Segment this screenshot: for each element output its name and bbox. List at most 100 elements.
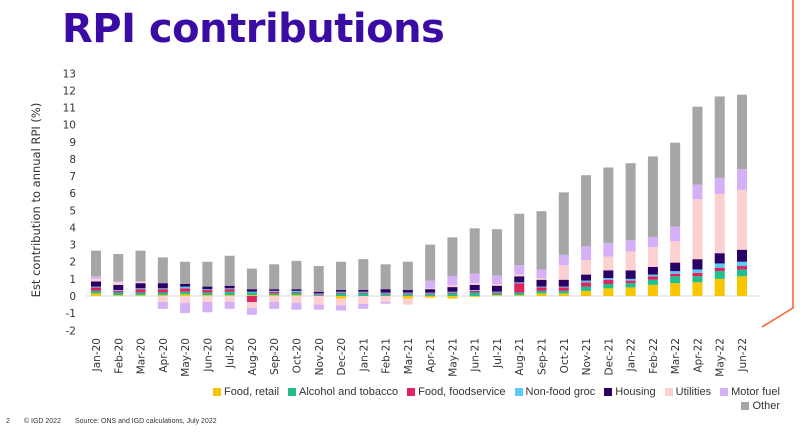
bar-segment-food-foodservice bbox=[246, 296, 257, 302]
bar-segment-utilities bbox=[180, 296, 191, 303]
bar-segment-alcohol-and-tobacco bbox=[358, 293, 369, 296]
bar-segment-food-foodservice bbox=[157, 289, 168, 293]
bar-segment-utilities bbox=[469, 283, 480, 285]
bar-segment-other bbox=[135, 250, 146, 282]
x-tick-label: Jun-21 bbox=[470, 338, 482, 373]
bar-segment-food-retail bbox=[224, 295, 235, 296]
bar-segment-motor-fuel bbox=[536, 269, 547, 279]
bar-segment-other bbox=[558, 192, 569, 255]
bar-segment-food-foodservice bbox=[269, 291, 280, 294]
bar-segment-motor-fuel bbox=[113, 281, 124, 283]
bar-segment-alcohol-and-tobacco bbox=[246, 292, 257, 296]
bar-segment-motor-fuel bbox=[491, 275, 502, 285]
bar-segment-housing bbox=[447, 287, 458, 292]
bar-segment-food-foodservice bbox=[425, 293, 436, 295]
bar-segment-alcohol-and-tobacco bbox=[180, 291, 191, 295]
y-tick-label: 3 bbox=[69, 240, 76, 252]
bar-segment-utilities bbox=[202, 296, 213, 302]
bar-segment-alcohol-and-tobacco bbox=[380, 294, 391, 296]
bar-segment-motor-fuel bbox=[358, 303, 369, 309]
bar-segment-utilities bbox=[603, 256, 614, 271]
y-tick-label: 0 bbox=[69, 291, 76, 303]
bar-segment-housing bbox=[581, 274, 592, 281]
bar-segment-utilities bbox=[291, 296, 302, 303]
bar-segment-housing bbox=[714, 253, 725, 264]
legend: Food, retail Alcohol and tobacco Food, foo… bbox=[180, 386, 780, 412]
bar-segment-utilities bbox=[491, 284, 502, 286]
bar-segment-motor-fuel bbox=[514, 265, 525, 275]
bar-segment-food-foodservice bbox=[447, 292, 458, 294]
bar-segment-motor-fuel bbox=[336, 305, 347, 311]
bar-segment-alcohol-and-tobacco bbox=[692, 276, 703, 283]
bar-segment-utilities bbox=[91, 278, 101, 282]
bar-segment-food-retail bbox=[647, 284, 658, 296]
copyright: © IGD 2022 bbox=[23, 418, 61, 425]
bar-segment-utilities bbox=[558, 265, 569, 280]
bar-segment-motor-fuel bbox=[737, 169, 747, 190]
bar-segment-food-foodservice bbox=[647, 276, 658, 280]
y-tick-label: 8 bbox=[69, 154, 76, 166]
x-tick-label: Jan-21 bbox=[358, 338, 370, 372]
bar-segment-motor-fuel bbox=[269, 301, 280, 309]
bar-segment-non-food-groc bbox=[380, 292, 391, 294]
bar-segment-motor-fuel bbox=[313, 304, 324, 310]
bar-segment-housing bbox=[647, 266, 658, 275]
x-tick-label: May-22 bbox=[715, 338, 727, 377]
bar-segment-other bbox=[425, 244, 436, 281]
bar-segment-housing bbox=[358, 290, 369, 292]
bar-segment-food-retail bbox=[291, 295, 302, 296]
bar-segment-utilities bbox=[692, 199, 703, 260]
bar-segment-housing bbox=[269, 289, 280, 291]
bar-segment-food-foodservice bbox=[737, 266, 747, 270]
bar-segment-food-retail bbox=[135, 295, 146, 296]
bar-segment-utilities bbox=[514, 274, 525, 277]
bar-segment-food-foodservice bbox=[514, 283, 525, 293]
x-tick-label: Apr-22 bbox=[692, 338, 704, 373]
bar-segment-utilities bbox=[157, 296, 168, 302]
bar-segment-food-foodservice bbox=[692, 272, 703, 277]
x-tick-label: Jan-22 bbox=[626, 338, 638, 372]
bar-segment-utilities bbox=[246, 301, 257, 308]
x-tick-label: Jan-20 bbox=[91, 338, 103, 372]
bar-segment-housing bbox=[536, 279, 547, 287]
bar-segment-other bbox=[491, 229, 502, 276]
y-tick-label: 5 bbox=[69, 205, 76, 217]
legend-item: Housing bbox=[604, 386, 656, 398]
bar-segment-food-foodservice bbox=[224, 289, 235, 292]
x-tick-label: Jul-21 bbox=[492, 338, 504, 369]
legend-label: Food, foodservice bbox=[418, 386, 506, 398]
bar-segment-food-retail bbox=[336, 296, 347, 299]
y-tick-label: 7 bbox=[69, 171, 76, 183]
bar-segment-food-retail bbox=[157, 295, 168, 296]
bar-segment-food-retail bbox=[737, 276, 747, 296]
bar-segment-other bbox=[469, 228, 480, 274]
bar-segment-motor-fuel bbox=[91, 276, 101, 279]
legend-swatch bbox=[407, 388, 416, 396]
x-tick-label: Mar-21 bbox=[403, 338, 415, 374]
bar-segment-motor-fuel bbox=[180, 302, 191, 314]
bar-segment-food-foodservice bbox=[670, 273, 681, 277]
accent-line bbox=[761, 0, 794, 328]
bar-segment-other bbox=[670, 142, 681, 227]
bar-segment-utilities bbox=[425, 288, 436, 290]
bar-segment-alcohol-and-tobacco bbox=[514, 292, 525, 296]
bar-segment-food-retail bbox=[514, 295, 525, 296]
bar-segment-utilities bbox=[135, 281, 146, 284]
bar-segment-other bbox=[157, 257, 168, 284]
bar-segment-alcohol-and-tobacco bbox=[536, 290, 547, 294]
page-number: 2 bbox=[6, 418, 10, 425]
bar-segment-other bbox=[336, 261, 347, 291]
bar-segment-other bbox=[581, 175, 592, 247]
bar-segment-food-foodservice bbox=[180, 288, 191, 292]
bar-segment-motor-fuel bbox=[202, 301, 213, 313]
bar-segment-food-foodservice bbox=[558, 287, 569, 291]
x-tick-label: Sep-20 bbox=[269, 338, 281, 375]
bar-segment-other bbox=[269, 264, 280, 290]
bar-segment-non-food-groc bbox=[135, 288, 146, 290]
bar-segment-non-food-groc bbox=[558, 286, 569, 288]
bar-segment-alcohol-and-tobacco bbox=[269, 293, 280, 296]
bar-segment-non-food-groc bbox=[291, 290, 302, 292]
bar-segment-utilities bbox=[581, 260, 592, 275]
bar-segment-housing bbox=[113, 284, 124, 291]
bar-segment-alcohol-and-tobacco bbox=[469, 292, 480, 296]
